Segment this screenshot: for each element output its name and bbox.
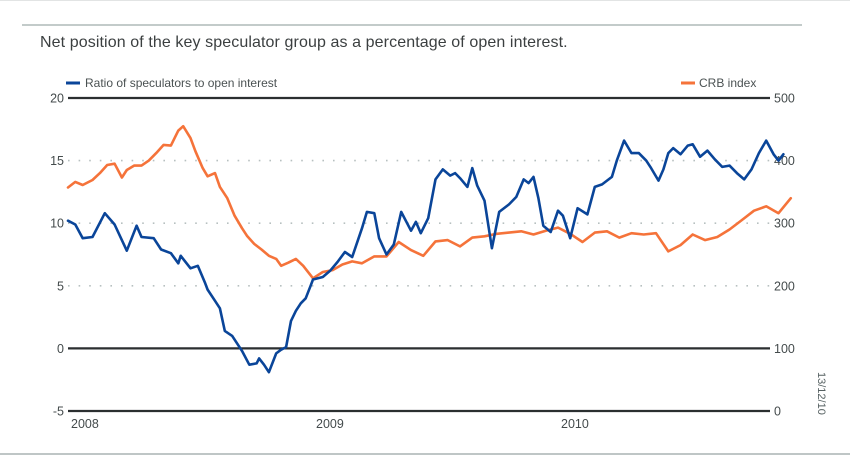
legend-crb: CRB index — [681, 76, 756, 90]
series-layer — [66, 124, 793, 374]
right-tick-label: 100 — [774, 342, 795, 356]
x-tick-label: 2009 — [316, 417, 344, 431]
date-stamp: 13/12/10 — [815, 372, 827, 415]
right-tick-label: 400 — [774, 154, 795, 168]
x-axis: 2008 2009 2010 — [71, 417, 589, 431]
legend-ratio: Ratio of speculators to open interest — [66, 76, 278, 90]
left-tick-label: 0 — [57, 342, 64, 356]
legend-label-ratio: Ratio of speculators to open interest — [85, 76, 278, 90]
series-line-ratio — [66, 139, 785, 374]
gridlines — [68, 96, 770, 413]
series-line-crb — [66, 124, 793, 280]
right-tick-label: 500 — [774, 92, 795, 106]
right-tick-label: 300 — [774, 217, 795, 231]
top-border — [0, 0, 850, 1]
series-points-crb — [67, 126, 791, 279]
right-tick-label: 0 — [774, 405, 781, 419]
left-tick-label: 5 — [57, 279, 64, 293]
x-tick-label: 2008 — [71, 417, 99, 431]
left-tick-label: -5 — [53, 405, 64, 419]
chart-title: Net position of the key speculator group… — [40, 34, 568, 51]
left-tick-label: 20 — [50, 92, 64, 106]
series-points-ratio — [67, 140, 784, 373]
x-tick-label: 2010 — [561, 417, 589, 431]
title-rule — [22, 24, 802, 26]
left-axis: 20 15 10 5 0 -5 — [50, 92, 64, 419]
right-axis: 500 400 300 200 100 0 — [774, 92, 795, 419]
legend-label-crb: CRB index — [699, 76, 756, 90]
left-tick-label: 10 — [50, 217, 64, 231]
right-tick-label: 200 — [774, 279, 795, 293]
bottom-border — [0, 453, 850, 455]
left-tick-label: 15 — [50, 154, 64, 168]
